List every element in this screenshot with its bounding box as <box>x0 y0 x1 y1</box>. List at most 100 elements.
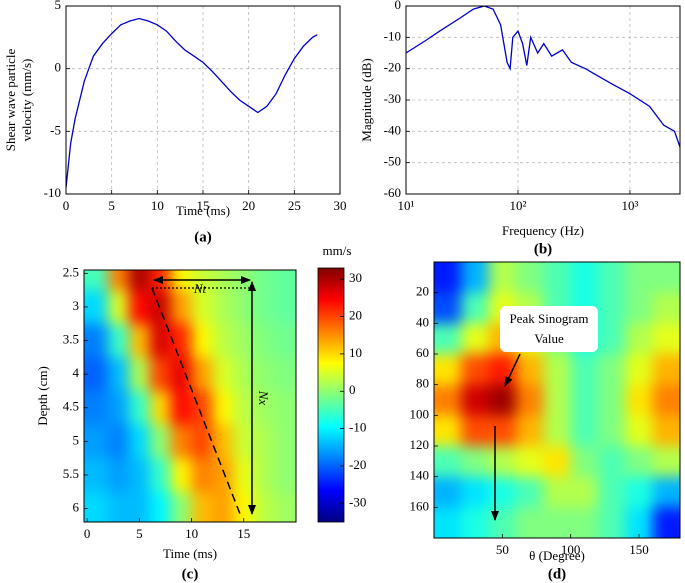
heatmap-cell <box>652 323 680 355</box>
heatmap-cell <box>108 270 130 291</box>
heatmap-cell <box>625 354 654 386</box>
y-tick-label: 160 <box>410 498 430 513</box>
heatmap-cell <box>516 354 544 386</box>
data-line <box>66 17 318 188</box>
heatmap-cell <box>149 357 172 392</box>
heatmap-cell <box>434 476 462 508</box>
heatmap-cell <box>108 390 130 426</box>
y-tick-label: 6 <box>73 500 80 515</box>
y-tick-label: 100 <box>410 406 430 421</box>
heatmap-cell <box>212 390 234 426</box>
y-tick-label: 120 <box>410 437 430 452</box>
heatmap-cell <box>625 415 654 447</box>
heatmap-cell <box>108 491 130 522</box>
heatmap-cell <box>191 357 213 392</box>
heatmap-cell <box>598 323 626 355</box>
colorbar-tick-label: -30 <box>349 494 366 509</box>
heatmap-cell <box>170 458 193 493</box>
heatmap-cell <box>128 491 151 522</box>
heatmap-cell <box>488 384 517 416</box>
heatmap-cell <box>488 476 517 508</box>
colorbar-tick-label: -10 <box>349 420 366 435</box>
x-tick-label: 5 <box>108 198 115 213</box>
heatmap-cell <box>543 507 572 538</box>
heatmap-cell <box>488 507 517 538</box>
y-tick-label: 80 <box>416 376 429 391</box>
heatmap-cell <box>625 262 654 294</box>
heatmap-cell <box>128 424 151 459</box>
colorbar-tick-label: 0 <box>349 382 356 397</box>
heatmap-cell <box>461 262 490 294</box>
plot-frame <box>405 5 681 195</box>
heatmap-cell <box>212 270 234 291</box>
heatmap-cell <box>652 415 680 447</box>
annotation-box <box>500 306 598 352</box>
y-tick-label: 5 <box>73 432 80 447</box>
heatmap-cell <box>212 323 234 358</box>
x-axis-label: Frequency (Hz) <box>502 223 584 238</box>
annotation: Peak Sinogram <box>509 311 588 326</box>
heatmap-cell <box>275 270 296 291</box>
colorbar-tick-label: 10 <box>349 345 362 360</box>
y-tick-label: 0 <box>395 0 402 12</box>
heatmap-cell <box>434 262 462 294</box>
heatmap-cell <box>275 357 296 392</box>
heatmap-cell <box>434 415 462 447</box>
y-axis-label: velocity (mm/s) <box>19 59 34 142</box>
heatmap-cell <box>87 323 109 358</box>
panel-label: (c) <box>182 566 199 582</box>
heatmap-cell <box>434 446 462 478</box>
heatmap-cell <box>170 323 193 358</box>
plot-frame <box>65 5 341 195</box>
heatmap-cell <box>87 390 109 426</box>
heatmap-cell <box>516 384 544 416</box>
heatmap-cell <box>570 384 599 416</box>
x-axis-label: Time (ms) <box>176 203 230 218</box>
heatmap-cell <box>254 458 276 493</box>
heatmap-cell <box>570 354 599 386</box>
heatmap-cell <box>570 476 599 508</box>
heatmap-cell <box>87 458 109 493</box>
heatmap-cell <box>598 476 626 508</box>
heatmap-cell <box>128 458 151 493</box>
heatmap-cell <box>108 323 130 358</box>
heatmap-cell <box>254 290 276 325</box>
heatmap-cell <box>212 357 234 392</box>
y-tick-label: -20 <box>384 60 401 75</box>
y-tick-label: 3.5 <box>63 332 79 347</box>
x-tick-label: 50 <box>496 542 509 557</box>
y-tick-label: 2.5 <box>63 264 79 279</box>
x-tick-label: 20 <box>242 198 255 213</box>
y-tick-label: 4 <box>73 365 80 380</box>
y-tick-label: 5 <box>55 0 62 12</box>
heatmap-cell <box>254 357 276 392</box>
heatmap-cell <box>598 507 626 538</box>
heatmap-cell <box>275 323 296 358</box>
data-line <box>406 6 680 148</box>
heatmap-cell <box>516 415 544 447</box>
x-tick-label: 0 <box>63 198 70 213</box>
heatmap-cell <box>652 354 680 386</box>
y-tick-label: 0 <box>55 60 62 75</box>
heatmap-cell <box>543 476 572 508</box>
x-tick-label: 0 <box>84 526 91 541</box>
heatmap-cells <box>434 262 680 538</box>
heatmap-cell <box>625 476 654 508</box>
y-axis-label: Magnitude (dB) <box>359 58 374 141</box>
panel-label: (a) <box>194 229 212 245</box>
y-tick-label: 60 <box>416 345 429 360</box>
heatmap-cell <box>87 357 109 392</box>
heatmap-cell <box>543 415 572 447</box>
heatmap-cell <box>191 323 213 358</box>
heatmap-cell <box>87 290 109 325</box>
plot-frame <box>433 261 681 539</box>
heatmap-cell <box>543 384 572 416</box>
heatmap-cell <box>461 323 490 355</box>
y-tick-label: -10 <box>384 28 401 43</box>
x-tick-label: 10 <box>185 526 198 541</box>
y-tick-label: 20 <box>416 284 429 299</box>
heatmap-cell <box>570 507 599 538</box>
heatmap-cell <box>488 262 517 294</box>
heatmap-cell <box>275 491 296 522</box>
x-tick-label: 10² <box>510 198 527 213</box>
